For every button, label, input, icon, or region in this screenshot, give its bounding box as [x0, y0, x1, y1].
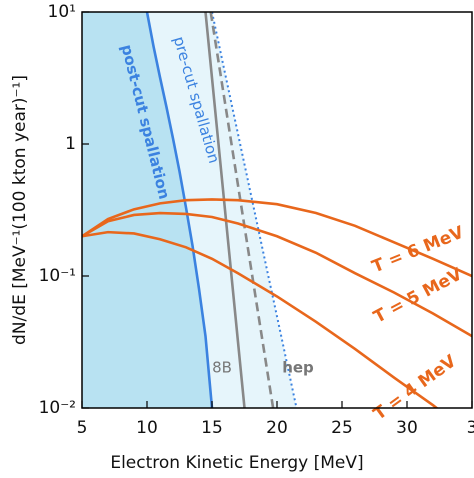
x-tick-label: 20: [266, 418, 288, 438]
y-tick-label: 10⁻¹: [39, 266, 76, 286]
x-tick-label: 3: [467, 418, 474, 438]
series-line: [204, 12, 246, 408]
y-tick-label: 1: [65, 134, 76, 154]
series-line: [145, 12, 214, 408]
series-line: [209, 12, 275, 408]
x-axis-label: Electron Kinetic Energy [MeV]: [110, 453, 363, 473]
x-tick-label: 25: [331, 418, 353, 438]
y-axis-label: dN/dE [MeV⁻¹(100 kton year)⁻¹]: [10, 75, 30, 345]
series-label: 8B: [212, 359, 232, 377]
y-tick-label: 10⁻²: [39, 398, 76, 418]
series-label: T = 4 MeV: [370, 351, 461, 425]
x-tick-label: 10: [136, 418, 158, 438]
series-line: [82, 198, 472, 278]
plot-area: [82, 12, 472, 408]
x-tick-label: 30: [396, 418, 418, 438]
y-tick-label: 10¹: [48, 2, 76, 22]
series-line: [82, 211, 472, 338]
x-tick-label: 5: [77, 418, 88, 438]
series-label: hep: [282, 359, 314, 377]
series-line: [82, 230, 439, 408]
region: [82, 12, 212, 408]
x-tick-label: 15: [201, 418, 223, 438]
